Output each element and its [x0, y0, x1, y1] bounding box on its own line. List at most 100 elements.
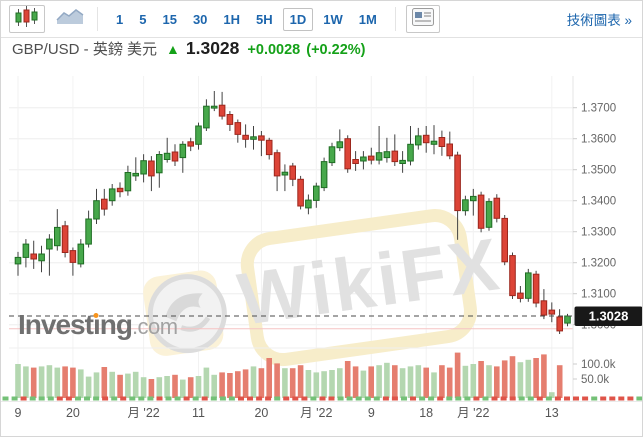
- candle-body: [320, 161, 328, 189]
- series-strip-tick: [364, 396, 371, 401]
- candle-body: [187, 141, 194, 147]
- timeframe-1W[interactable]: 1W: [323, 11, 343, 27]
- candle-body: [179, 143, 187, 159]
- last-price: 1.3028: [185, 38, 240, 58]
- candlestick-chart-button[interactable]: [9, 5, 45, 33]
- volume-bar: [352, 366, 359, 398]
- candle-body: [289, 165, 296, 180]
- series-strip-tick: [228, 396, 235, 401]
- timeframe-1[interactable]: 1: [116, 11, 124, 27]
- candle-body: [517, 292, 524, 299]
- series-strip-tick: [410, 396, 416, 401]
- volume-bar: [509, 356, 516, 398]
- timeframe-5[interactable]: 5: [139, 11, 147, 27]
- volume-bar: [517, 362, 524, 398]
- series-strip-tick: [482, 396, 489, 401]
- timeframe-5H[interactable]: 5H: [256, 11, 273, 27]
- candle-body: [548, 309, 556, 315]
- volume-bar: [313, 372, 320, 398]
- series-strip-tick: [464, 396, 471, 401]
- volume-bar: [227, 373, 233, 398]
- timeframe-1D[interactable]: 1D: [282, 7, 314, 31]
- timeframe-1M[interactable]: 1M: [358, 11, 377, 27]
- candle-body: [501, 217, 508, 263]
- timeframe-30[interactable]: 30: [192, 11, 208, 27]
- candle-body: [407, 143, 414, 162]
- volume-bar: [109, 371, 115, 398]
- volume-bar: [46, 365, 53, 398]
- series-strip-tick: [147, 396, 154, 401]
- candle-body: [265, 139, 273, 156]
- candle-body: [140, 160, 147, 175]
- price-axis-label: 1.3600: [581, 134, 616, 146]
- series-strip-tick: [111, 396, 118, 401]
- volume-bar: [195, 376, 202, 398]
- volume-bar: [164, 376, 170, 398]
- price-change-percent: (+0.22%): [306, 42, 366, 58]
- candle-body: [171, 151, 179, 162]
- date-axis-label: 9: [368, 406, 375, 420]
- candle-body: [69, 250, 77, 263]
- candle-body: [391, 150, 399, 163]
- volume-bar: [329, 370, 335, 398]
- series-strip-tick: [247, 396, 253, 401]
- candle-body: [210, 105, 218, 109]
- candle-body: [242, 134, 249, 140]
- volume-bar: [211, 374, 217, 398]
- series-strip-tick: [428, 396, 435, 401]
- price-axis-label: 1.3500: [581, 165, 616, 177]
- series-strip-tick: [446, 396, 453, 401]
- volume-bar: [407, 366, 414, 398]
- candle-body: [383, 151, 391, 159]
- price-change: +0.0028: [247, 42, 301, 58]
- candle-body: [313, 185, 320, 201]
- candle-body: [422, 134, 430, 144]
- candle-body: [540, 300, 548, 316]
- candle-body: [22, 243, 30, 258]
- volume-bar: [462, 365, 469, 398]
- series-strip-tick: [536, 396, 543, 401]
- news-panel-button[interactable]: [405, 5, 440, 33]
- candle-body: [454, 154, 461, 212]
- technical-chart-link[interactable]: 技術圖表 »: [566, 13, 632, 28]
- volume-bar: [439, 365, 445, 398]
- candle-body: [195, 125, 202, 145]
- series-strip-tick: [564, 396, 570, 401]
- toolbar: 1 5 15 30 1H 5H 1D 1W 1M 技術圖表 »: [1, 1, 642, 38]
- candle-body: [163, 152, 171, 161]
- series-strip-tick: [238, 396, 244, 401]
- timeframe-15[interactable]: 15: [162, 11, 177, 27]
- volume-bar: [140, 377, 147, 398]
- volume-bar: [203, 367, 210, 398]
- candle-body: [234, 122, 242, 135]
- candle-body: [297, 178, 304, 207]
- volume-bar: [242, 369, 249, 398]
- symbol-title: GBP/USD - 英鎊 美元: [12, 41, 158, 58]
- series-strip-tick: [518, 396, 525, 401]
- series-strip-tick: [391, 396, 398, 401]
- volume-bar: [23, 366, 29, 398]
- candle-body: [360, 156, 367, 162]
- candle-body: [132, 172, 139, 177]
- candle-body: [93, 200, 100, 220]
- series-strip-tick: [84, 396, 90, 401]
- volume-bar: [446, 367, 453, 398]
- volume-bar: [344, 361, 351, 398]
- volume-bar: [15, 364, 21, 398]
- series-strip-tick: [355, 396, 362, 401]
- series-strip-tick: [29, 396, 36, 401]
- candle-body: [305, 199, 312, 209]
- series-strip-tick: [165, 396, 172, 401]
- series-strip-tick: [600, 396, 607, 401]
- logo-suffix: .com: [131, 314, 178, 339]
- timeframe-1H[interactable]: 1H: [223, 11, 241, 27]
- date-axis-label: 20: [254, 406, 268, 420]
- line-chart-button[interactable]: [53, 6, 87, 32]
- date-axis-label: 月 '22: [457, 406, 489, 420]
- series-strip-tick: [11, 396, 18, 401]
- series-strip-tick: [527, 396, 534, 401]
- series-strip-tick: [56, 396, 63, 401]
- series-strip-tick: [500, 396, 507, 401]
- candle-body: [156, 154, 163, 174]
